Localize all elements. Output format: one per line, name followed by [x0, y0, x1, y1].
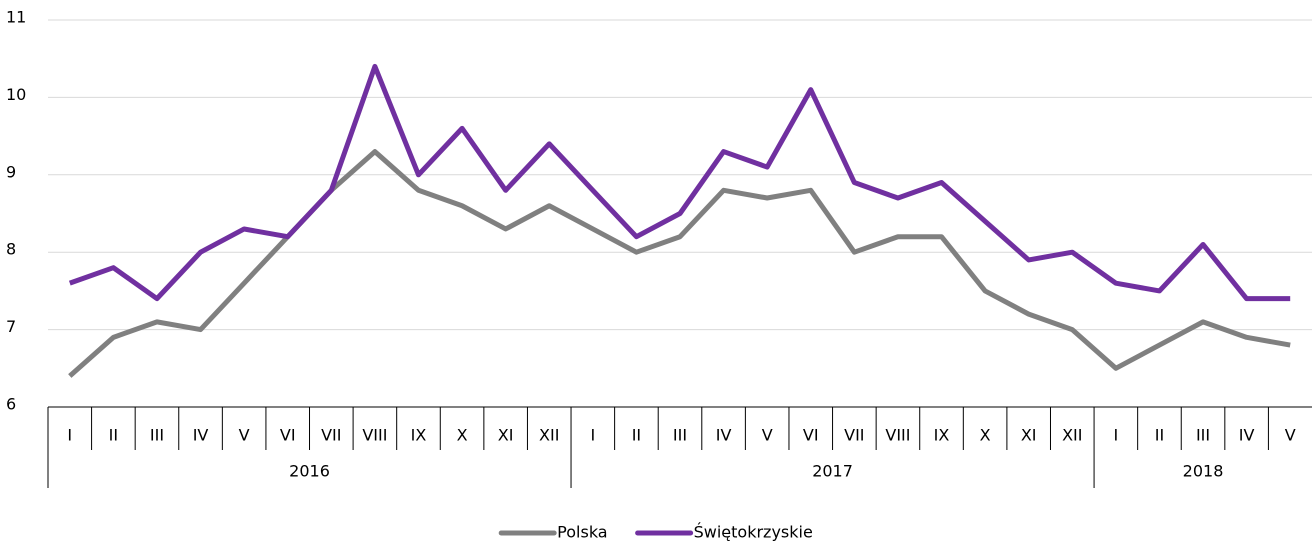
x-tick-label: IV	[1239, 426, 1255, 445]
legend-label: Świętokrzyskie	[694, 523, 813, 542]
x-tick-label: I	[67, 426, 72, 445]
x-tick-label: XI	[498, 426, 514, 445]
y-tick-label: 8	[6, 240, 16, 259]
x-tick-label: II	[1155, 426, 1164, 445]
x-tick-label: XII	[1062, 426, 1082, 445]
y-tick-label: 7	[6, 317, 16, 336]
x-tick-label: VIII	[362, 426, 387, 445]
x-group-label: 2017	[812, 462, 853, 481]
x-tick-label: III	[1196, 426, 1210, 445]
x-tick-label: VI	[280, 426, 296, 445]
x-tick-label: V	[239, 426, 250, 445]
y-tick-label: 11	[6, 8, 26, 27]
x-group-label: 2016	[289, 462, 330, 481]
x-tick-label: VII	[844, 426, 864, 445]
x-tick-label: II	[632, 426, 641, 445]
y-tick-label: 10	[6, 85, 26, 104]
y-tick-label: 9	[6, 162, 16, 181]
x-tick-label: I	[1114, 426, 1119, 445]
x-tick-label: V	[1285, 426, 1296, 445]
x-tick-label: XII	[539, 426, 559, 445]
x-tick-label: I	[590, 426, 595, 445]
x-tick-label: II	[109, 426, 118, 445]
x-tick-label: IV	[716, 426, 732, 445]
data-line	[68, 63, 1291, 302]
x-tick-label: X	[457, 426, 468, 445]
x-tick-label: VIII	[885, 426, 910, 445]
x-tick-label: VII	[321, 426, 341, 445]
x-tick-label: IV	[193, 426, 209, 445]
x-tick-label: IX	[934, 426, 950, 445]
x-tick-label: XI	[1021, 426, 1037, 445]
x-tick-label: III	[673, 426, 687, 445]
x-tick-label: V	[762, 426, 773, 445]
x-tick-label: III	[150, 426, 164, 445]
x-group-label: 2018	[1183, 462, 1224, 481]
legend-label: Polska	[557, 523, 607, 542]
data-line	[68, 149, 1291, 378]
x-tick-label: IX	[411, 426, 427, 445]
x-tick-label: X	[980, 426, 991, 445]
x-tick-label: VI	[803, 426, 819, 445]
y-tick-label: 6	[6, 395, 16, 414]
